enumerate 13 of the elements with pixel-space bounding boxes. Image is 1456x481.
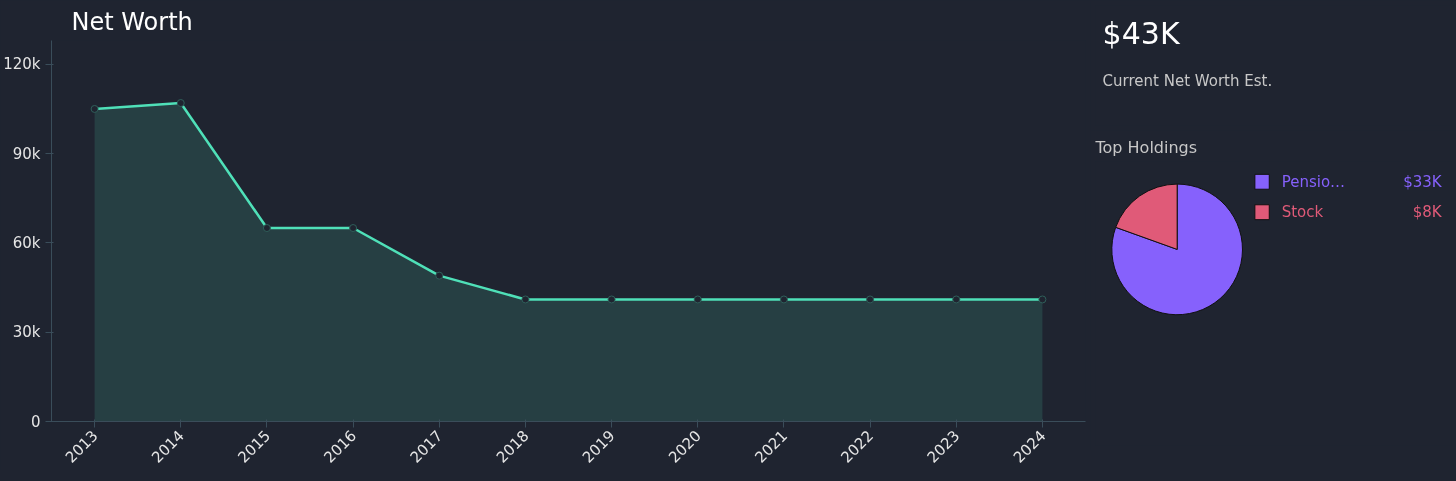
chart-title: Net Worth [71,7,193,36]
y-tick-label: 90k [12,144,41,163]
legend-label: Stock [1281,203,1324,222]
y-tick-label: 60k [12,233,41,252]
chart-title: Top Holdings [1094,137,1198,157]
y-tick-label: 0 [30,412,41,431]
data-label: $8K [1412,203,1443,222]
text: Current Net Worth Est. [1102,71,1273,90]
data-label: $33K [1403,172,1443,191]
text: $43K [1102,16,1181,52]
y-tick-label: 120k [3,55,41,74]
legend-label: Pensio… [1281,172,1346,191]
y-tick-label: 30k [12,323,41,342]
